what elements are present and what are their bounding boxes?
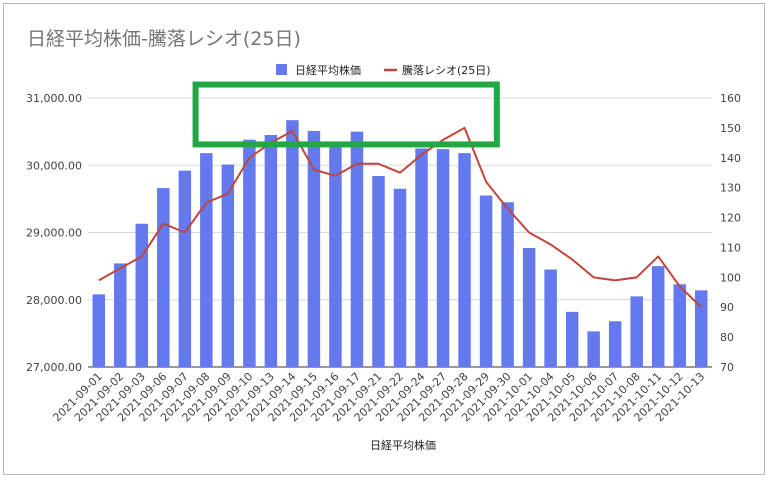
y-right-tick-label: 130 bbox=[720, 182, 741, 195]
bar bbox=[608, 321, 622, 367]
line-series bbox=[98, 126, 702, 308]
annotation-layer bbox=[192, 81, 500, 148]
x-axis-ticks: 2021-09-012021-09-022021-09-032021-09-06… bbox=[50, 370, 707, 424]
x-axis-title: 日経平均株価 bbox=[370, 438, 436, 452]
legend-label-line: 騰落レシオ(25日) bbox=[402, 63, 491, 77]
bar bbox=[264, 134, 278, 367]
y-right-tick-label: 80 bbox=[720, 331, 734, 344]
y-right-tick-label: 140 bbox=[720, 152, 741, 165]
y-left-tick-label: 27,000.00 bbox=[26, 361, 82, 374]
bar bbox=[92, 294, 105, 367]
bar bbox=[114, 263, 127, 367]
bar bbox=[565, 311, 579, 367]
bar bbox=[479, 195, 493, 367]
bar bbox=[286, 120, 299, 367]
y-right-tick-label: 160 bbox=[720, 92, 741, 105]
bar bbox=[436, 149, 450, 367]
left-axis-ticks: 27,000.00 28,000.00 29,000.00 30,000.00 31,0… bbox=[26, 92, 82, 374]
bar bbox=[372, 176, 385, 367]
right-axis-ticks: 70 80 90 100 110 120 130 140 150 160 bbox=[720, 92, 741, 374]
bar bbox=[458, 153, 471, 367]
y-left-tick-label: 30,000.00 bbox=[26, 159, 82, 172]
legend-swatch-bar bbox=[276, 64, 287, 75]
bar bbox=[157, 188, 170, 367]
bar bbox=[350, 131, 364, 367]
bar bbox=[695, 290, 708, 367]
bar bbox=[415, 148, 428, 367]
bar bbox=[221, 164, 235, 367]
highlight-rectangle bbox=[192, 81, 500, 148]
y-left-tick-label: 31,000.00 bbox=[26, 92, 82, 105]
bar bbox=[651, 266, 665, 367]
y-right-tick-label: 70 bbox=[720, 361, 734, 374]
y-right-tick-label: 110 bbox=[720, 241, 741, 254]
bar bbox=[522, 247, 536, 367]
bar bbox=[544, 269, 557, 367]
chart-title: 日経平均株価-騰落レシオ(25日) bbox=[27, 28, 301, 50]
bar-series bbox=[92, 120, 708, 367]
y-left-tick-label: 29,000.00 bbox=[26, 227, 82, 240]
bar bbox=[307, 130, 321, 367]
bar bbox=[501, 202, 514, 367]
bar bbox=[243, 139, 256, 367]
bar bbox=[135, 223, 149, 367]
bar bbox=[329, 143, 342, 367]
y-right-tick-label: 120 bbox=[720, 212, 741, 225]
bar bbox=[178, 170, 192, 367]
y-right-tick-label: 90 bbox=[720, 301, 734, 314]
bar bbox=[200, 153, 213, 367]
bar bbox=[630, 296, 643, 367]
y-right-tick-label: 100 bbox=[720, 271, 741, 284]
y-right-tick-label: 150 bbox=[720, 122, 741, 135]
legend: 日経平均株価 騰落レシオ(25日) bbox=[276, 63, 491, 77]
legend-label-bar: 日経平均株価 bbox=[295, 63, 361, 77]
bar bbox=[673, 284, 686, 367]
y-left-tick-label: 28,000.00 bbox=[26, 294, 82, 307]
bar bbox=[587, 331, 600, 367]
bar bbox=[393, 188, 407, 367]
